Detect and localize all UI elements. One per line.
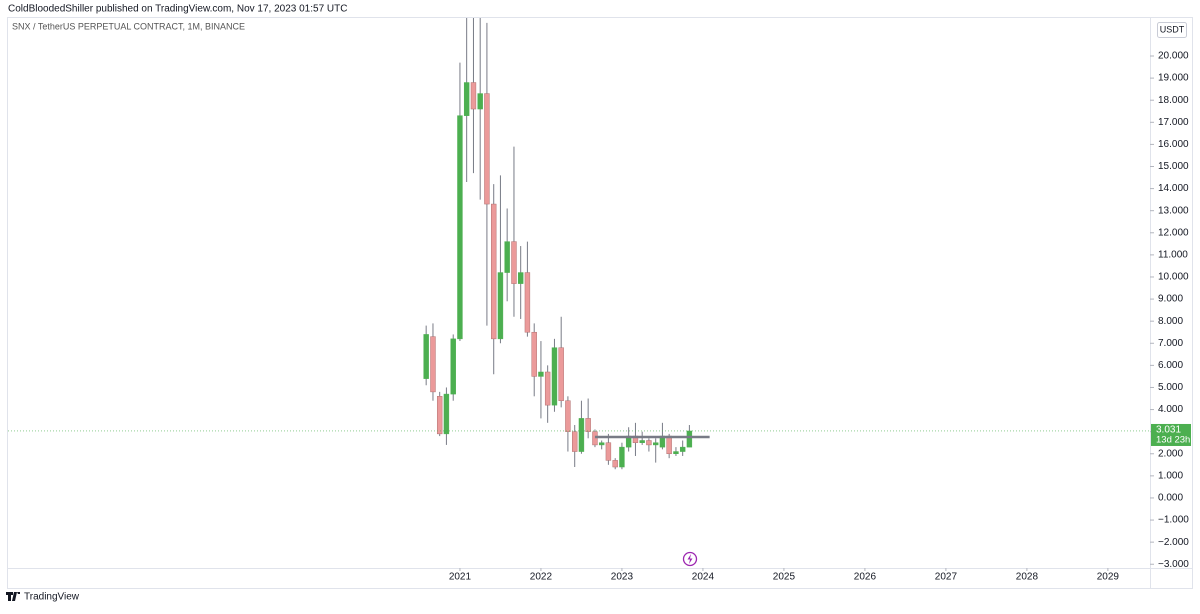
y-tick-label: −2.000 — [1158, 537, 1189, 548]
y-tick-label: 12.000 — [1158, 227, 1189, 238]
y-tick-label: 0.000 — [1158, 493, 1183, 504]
footer-brand: TradingView — [24, 592, 80, 603]
candle-body — [531, 331, 537, 377]
y-tick-label: −1.000 — [1158, 515, 1189, 526]
candle-body — [538, 371, 544, 377]
y-tick-label: 7.000 — [1158, 338, 1183, 349]
candle-body — [686, 430, 693, 448]
y-tick-label: 15.000 — [1158, 161, 1189, 172]
candle-body — [679, 446, 686, 452]
candle-body — [551, 347, 558, 406]
candle-body — [585, 418, 591, 432]
candle-body — [504, 241, 510, 273]
candle-body — [511, 241, 517, 284]
candle-body — [443, 393, 450, 435]
y-tick-label: 9.000 — [1158, 294, 1183, 305]
candle-body — [477, 93, 483, 110]
x-tick-label: 2028 — [1016, 572, 1039, 583]
y-tick-label: 13.000 — [1158, 205, 1189, 216]
y-tick-label: 4.000 — [1158, 404, 1183, 415]
plot-area — [8, 18, 1150, 470]
x-tick-label: 2027 — [935, 572, 958, 583]
x-tick-label: 2025 — [773, 572, 796, 583]
countdown-label: 13d 23h — [1156, 434, 1190, 445]
candle-body — [497, 272, 504, 340]
x-tick-label: 2029 — [1097, 572, 1120, 583]
candle-body — [639, 440, 645, 443]
candle-body — [565, 400, 571, 432]
candle-body — [423, 334, 429, 379]
y-tick-label: 8.000 — [1158, 316, 1183, 327]
y-tick-label: 14.000 — [1158, 183, 1189, 194]
y-tick-label: 10.000 — [1158, 272, 1189, 283]
y-tick-label: 6.000 — [1158, 360, 1183, 371]
candle-body — [592, 431, 598, 446]
candle-body — [598, 442, 605, 446]
candle-body — [619, 446, 625, 468]
lightning-icon[interactable] — [682, 551, 698, 567]
candle-body — [517, 272, 524, 284]
y-tick-label: 20.000 — [1158, 51, 1189, 62]
y-tick-label: 5.000 — [1158, 382, 1183, 393]
y-tick-label: 17.000 — [1158, 117, 1189, 128]
candle-body — [612, 460, 618, 468]
candle-body — [646, 440, 652, 446]
x-tick-label: 2026 — [854, 572, 877, 583]
candle-body — [436, 396, 443, 435]
y-tick-label: −3.000 — [1158, 559, 1189, 570]
y-tick-label: 18.000 — [1158, 95, 1189, 106]
y-tick-label: 11.000 — [1158, 250, 1188, 261]
candle-body — [430, 336, 436, 393]
y-tick-label: 1.000 — [1158, 470, 1183, 481]
candle-body — [605, 442, 612, 461]
publish-header: ColdBloodedShiller published on TradingV… — [8, 4, 347, 15]
currency-box[interactable] — [1157, 22, 1187, 38]
candle-body — [491, 203, 497, 340]
symbol-title: SNX / TetherUS PERPETUAL CONTRACT, 1M, B… — [12, 21, 245, 31]
candle-body — [572, 431, 578, 452]
x-tick-label: 2021 — [449, 572, 472, 583]
candle-body — [666, 435, 672, 455]
tv-logo — [6, 592, 20, 601]
frame — [7, 17, 1193, 589]
candle-body — [524, 272, 531, 333]
last-price-label: 3.031 — [1156, 425, 1181, 436]
candle-body — [450, 338, 456, 395]
candle-body — [463, 82, 470, 116]
candle-body — [558, 347, 564, 401]
x-tick-label: 2024 — [692, 572, 715, 583]
candle-body — [653, 442, 659, 446]
candle-body — [457, 115, 463, 340]
candle-body — [544, 371, 551, 406]
x-tick-label: 2022 — [530, 572, 553, 583]
candle-body — [673, 451, 679, 455]
candle-body — [470, 82, 477, 110]
x-tick-label: 2023 — [611, 572, 634, 583]
y-tick-label: 16.000 — [1158, 139, 1189, 150]
candle-body — [484, 93, 490, 205]
y-tick-label: 19.000 — [1158, 73, 1189, 84]
currency-label[interactable]: USDT — [1160, 24, 1185, 34]
last-price-box — [1151, 423, 1191, 446]
candle-body — [578, 418, 585, 452]
y-tick-label: 2.000 — [1158, 448, 1183, 459]
